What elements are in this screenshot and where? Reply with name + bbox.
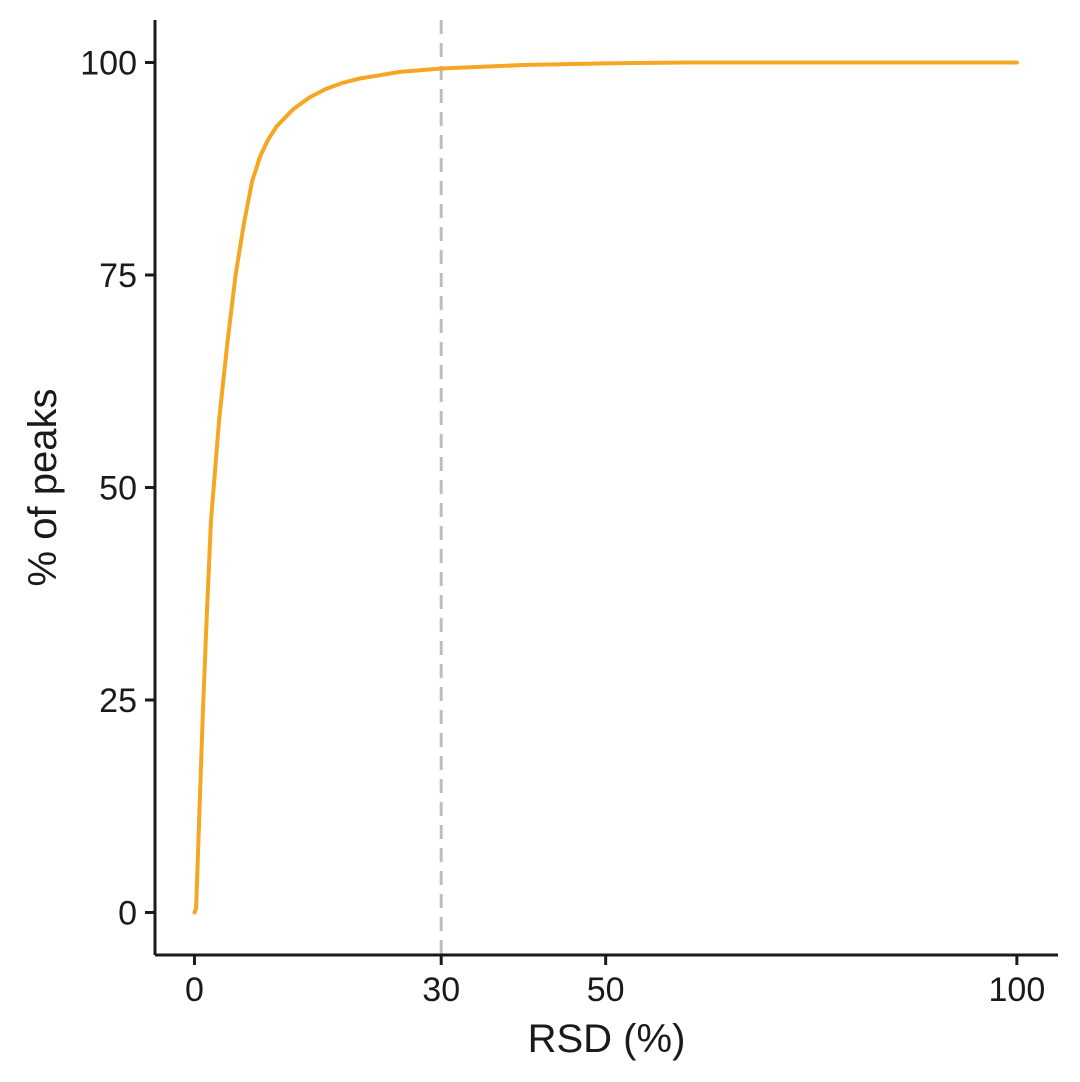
x-tick-label: 50 (587, 971, 625, 1009)
y-tick-label: 25 (99, 682, 137, 720)
y-tick-label: 50 (99, 470, 137, 508)
y-tick-label: 0 (118, 895, 137, 933)
plot-area (192, 20, 1019, 955)
y-axis-ticks: 0 25 50 75 100 (80, 45, 155, 933)
x-axis-title: RSD (%) (528, 1017, 686, 1061)
y-tick-label: 100 (80, 45, 137, 83)
x-tick-label: 0 (185, 971, 204, 1009)
x-tick-label: 100 (989, 971, 1046, 1009)
series-line-0 (192, 60, 1019, 915)
y-axis-title: % of peaks (21, 389, 65, 587)
y-tick-label: 75 (99, 257, 137, 295)
x-axis-ticks: 0 30 50 100 (185, 955, 1045, 1009)
x-tick-label: 30 (422, 971, 460, 1009)
